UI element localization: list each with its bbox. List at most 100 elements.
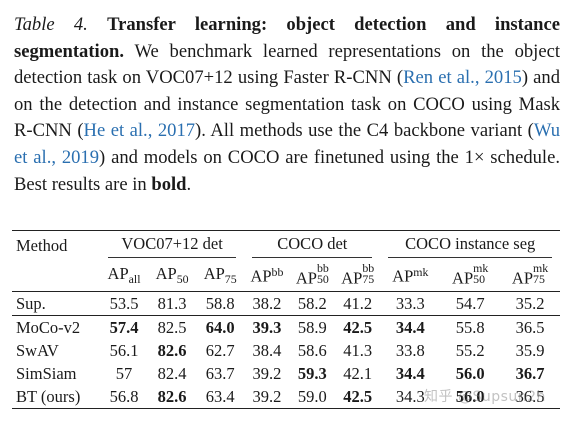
metric-sub: 50: [316, 272, 329, 287]
row-method: BT (ours): [12, 385, 100, 409]
row-value: 59.3: [297, 363, 327, 383]
metric-header: APbb: [244, 261, 289, 292]
metric-sub: 75: [362, 272, 375, 287]
empty-cell: [12, 261, 100, 292]
metric-sub: 75: [224, 272, 237, 287]
citation-ren-2015[interactable]: Ren et al., 2015: [403, 67, 522, 89]
row-value: 57.4: [100, 315, 149, 339]
table-caption: Table 4. Transfer learning: object detec…: [14, 12, 560, 198]
metric-sub: 50: [473, 272, 485, 287]
group-header: COCO det: [244, 230, 381, 261]
row-value: 39.2: [252, 363, 282, 383]
metric-header: APmk: [380, 261, 440, 292]
row-value: 81.3: [148, 291, 197, 316]
citation-wu-2019[interactable]: Wu et al., 2019: [14, 120, 560, 168]
metric-base: AP: [511, 268, 533, 288]
table-number: Table 4.: [14, 14, 88, 35]
metric-base: AP: [295, 268, 317, 288]
metric-header: AP bb 75: [335, 261, 380, 292]
caption-text-5: .: [186, 173, 192, 195]
table-row: SwAV 56.1 82.6 62.7 38.4 58.6 41.3 33.8 55.2 35.9: [12, 339, 560, 362]
row-value: 33.8: [395, 340, 425, 360]
header-row-groups: Method VOC07+12 det COCO det COCO instance …: [12, 230, 560, 261]
row-method: SimSiam: [16, 363, 77, 383]
method-header: Method: [12, 230, 100, 261]
citation-he-2017[interactable]: He et al., 2017: [83, 120, 196, 142]
row-value: 64.0: [196, 315, 245, 339]
group-header-label: COCO det: [252, 234, 373, 258]
row-value: 58.9: [289, 315, 336, 339]
row-value: 53.5: [100, 291, 149, 316]
row-value: 42.5: [335, 385, 381, 409]
row-value: 35.2: [500, 291, 560, 316]
metric-sup-sub: bb 75: [362, 261, 375, 287]
group-header: VOC07+12 det: [100, 230, 245, 261]
row-value: 38.4: [252, 340, 282, 360]
row-value: 57: [115, 363, 133, 383]
caption-text-4: ) and models on COCO are finetuned using…: [14, 146, 560, 195]
metric-header: AP75: [196, 261, 244, 292]
watermark: 知乎 @Supsun2h: [424, 389, 546, 405]
row-value: 34.3: [380, 385, 441, 409]
group-header-label: VOC07+12 det: [108, 234, 237, 258]
metric-sup-sub: mk 50: [473, 261, 489, 287]
metric-sup: mk: [533, 261, 549, 276]
row-value: 56.0: [455, 363, 485, 383]
group-header-label: COCO instance seg: [388, 234, 552, 258]
row-value: 35.9: [515, 340, 545, 360]
metric-sub: all: [128, 272, 141, 287]
row-value: 82.4: [157, 363, 187, 383]
results-table: Method VOC07+12 det COCO det COCO instance …: [12, 230, 560, 409]
caption-text-1: We benchmark learned representations on …: [14, 40, 560, 89]
row-value: 82.6: [148, 385, 197, 409]
row-value: 33.3: [380, 291, 441, 316]
table-row-sup: Sup. 53.5 81.3 58.8 38.2 58.2 41.2 33.3 54.7 35.2: [12, 291, 560, 316]
row-value: 34.4: [395, 363, 425, 383]
row-value: 56.0: [440, 385, 501, 409]
row-method: SwAV: [16, 340, 59, 360]
metric-header: AP mk 50: [440, 261, 500, 292]
row-value: 59.0: [289, 385, 336, 409]
row-value: 39.3: [244, 315, 290, 339]
row-method: MoCo-v2: [12, 315, 100, 339]
row-value: 41.2: [335, 291, 381, 316]
group-header: COCO instance seg: [380, 230, 560, 261]
metric-header: APall: [100, 261, 148, 292]
metric-base: AP: [392, 266, 414, 286]
metric-base: AP: [107, 264, 129, 284]
row-value: 63.4: [196, 385, 245, 409]
metric-base: AP: [203, 264, 225, 284]
metric-header: AP mk 75: [500, 261, 560, 292]
row-value: 56.8: [100, 385, 149, 409]
row-value: 38.2: [244, 291, 290, 316]
metric-sup: bb: [362, 261, 375, 276]
metric-sup: mk: [473, 261, 489, 276]
table-row: SimSiam 57 82.4 63.7 39.2 59.3 42.1 34.4 56.0 36.…: [12, 362, 560, 385]
table-row: MoCo-v2 57.4 82.5 64.0 39.3 58.9 42.5 34.4 55.8 3…: [12, 315, 560, 339]
row-value: 34.4: [380, 315, 441, 339]
metric-base: AP: [155, 264, 177, 284]
row-value: 62.7: [205, 340, 235, 360]
table-row: BT (ours) 56.8 82.6 63.4 39.2 59.0 42.5 34.3 56.…: [12, 385, 560, 409]
row-value: 39.2: [244, 385, 290, 409]
metric-sup: bb: [316, 261, 329, 276]
row-method: Sup.: [12, 291, 100, 316]
caption-bold-word: bold: [151, 173, 187, 195]
row-value: 54.7: [440, 291, 501, 316]
caption-text-3: ). All methods use the C4 backbone varia…: [195, 120, 534, 142]
row-value: 82.6: [157, 340, 187, 360]
metric-header: AP bb 50: [290, 261, 335, 292]
row-value: 56.1: [109, 340, 139, 360]
caption-title: Transfer learning: object detection and …: [14, 14, 560, 62]
row-value: 41.3: [343, 340, 373, 360]
metric-sub: 50: [176, 272, 189, 287]
metric-sup: bb: [271, 265, 284, 280]
row-value: 36.5: [500, 315, 560, 339]
row-value: 55.2: [455, 340, 485, 360]
row-value: 63.7: [205, 363, 235, 383]
row-value: 58.8: [196, 291, 245, 316]
row-value: 36.7: [515, 363, 545, 383]
metric-sup-sub: mk 75: [533, 261, 549, 285]
metric-base: AP: [341, 268, 363, 288]
metric-base: AP: [452, 268, 474, 288]
